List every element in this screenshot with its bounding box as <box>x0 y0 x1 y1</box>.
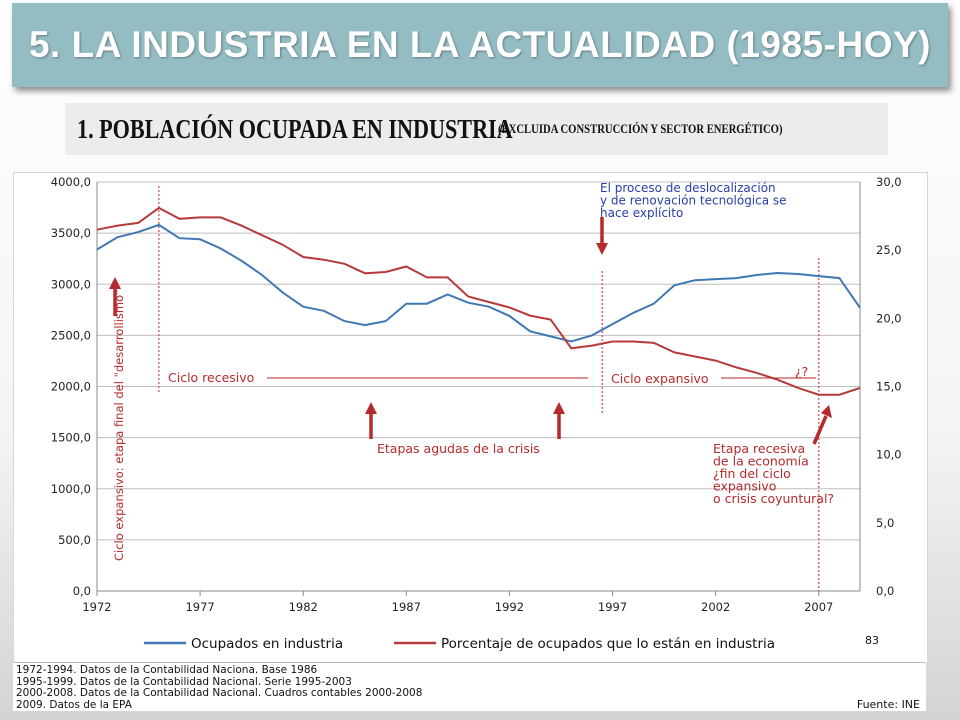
annotation-ciclo-recesivo: Ciclo recesivo <box>168 370 254 385</box>
y-left-tick-label: 1000,0 <box>51 482 91 496</box>
x-tick-label: 1992 <box>495 600 524 614</box>
title-banner: 5. LA INDUSTRIA EN LA ACTUALIDAD (1985-H… <box>12 3 948 87</box>
arrow-crisis-1-head <box>365 402 377 414</box>
annotation-interrogacion: ¿? <box>795 364 808 379</box>
annotation-ciclo-expansivo: Ciclo expansivo <box>611 371 709 386</box>
chart-frame: 0,0 500,0 1000,0 1500,0 2000,0 2500,0 3000,0 35… <box>13 172 928 664</box>
x-tick-label: 1977 <box>185 600 214 614</box>
y-left-tick-label: 4000,0 <box>51 175 91 189</box>
y-right-tick-label: 0,0 <box>876 584 894 598</box>
annotation-etapas-agudas: Etapas agudas de la crisis <box>377 441 540 456</box>
source-box: 1972-1994. Datos de la Contabilidad Naci… <box>13 662 926 711</box>
subtitle-box: 1. POBLACIÓN OCUPADA EN INDUSTRIA (EXCLU… <box>65 103 888 155</box>
arrow-crisis-2-head <box>553 402 565 414</box>
y-right-tick-label: 15,0 <box>876 380 902 394</box>
page-number: 83 <box>865 634 879 647</box>
y-left-tick-label: 1500,0 <box>51 431 91 445</box>
annotation-etapa-recesiva: ¿fin del ciclo <box>713 466 791 481</box>
x-tick-label: 1997 <box>598 600 627 614</box>
annotation-etapa-recesiva: Etapa recesiva <box>713 441 805 456</box>
y-left-tick-label: 2500,0 <box>51 328 91 342</box>
source-note: 2009. Datos de la EPA <box>16 698 132 711</box>
x-tick-label: 2002 <box>701 600 730 614</box>
arrow-deslocalizacion-head <box>596 243 608 255</box>
annotation-etapa-recesiva: o crisis coyuntural? <box>713 491 834 506</box>
x-tick-label: 2007 <box>804 600 833 614</box>
x-tick-label: 1987 <box>392 600 421 614</box>
series-line <box>96 223 861 343</box>
annotation-etapa-recesiva: de la economía <box>713 454 809 469</box>
y-left-tick-label: 0,0 <box>73 584 91 598</box>
arrow-etapa-recesiva-head <box>821 405 832 418</box>
y-left-tick-label: 3000,0 <box>51 277 91 291</box>
source-note: 2000-2008. Datos de la Contabilidad Naci… <box>16 687 423 699</box>
y-right-tick-label: 25,0 <box>876 243 902 257</box>
slide-subtitle-note: (EXCLUIDA CONSTRUCCIÓN Y SECTOR ENERGÉTI… <box>498 121 783 136</box>
annotation-deslocalizacion: hace explícito <box>600 206 683 220</box>
y-left-tick-label: 500,0 <box>58 533 91 547</box>
source-note: 1972-1994. Datos de la Contabilidad Naci… <box>16 664 318 676</box>
source-note: 1995-1999. Datos de la Contabilidad Naci… <box>16 675 352 688</box>
arrow-etapa-recesiva <box>812 415 828 445</box>
x-tick-label: 1972 <box>82 600 111 614</box>
y-right-tick-label: 20,0 <box>876 311 902 325</box>
y-right-tick-label: 10,0 <box>876 448 902 462</box>
slide-title: 5. LA INDUSTRIA EN LA ACTUALIDAD (1985-H… <box>28 24 931 65</box>
y-right-tick-label: 30,0 <box>876 175 902 189</box>
legend-label: Ocupados en industria <box>191 636 343 652</box>
x-tick-label: 1982 <box>289 600 318 614</box>
y-left-tick-label: 2000,0 <box>51 380 91 394</box>
line-chart: 0,0 500,0 1000,0 1500,0 2000,0 2500,0 3000,0 35… <box>51 175 902 652</box>
y-left-tick-label: 3500,0 <box>51 226 91 240</box>
annotation-ciclo-expansivo-vertical: Ciclo expansivo: etapa final del "desarr… <box>112 290 126 561</box>
slide-subtitle: 1. POBLACIÓN OCUPADA EN INDUSTRIA <box>77 113 513 144</box>
arrow-ciclo-expansivo-head <box>109 277 121 289</box>
annotation-deslocalizacion: El proceso de deslocalización <box>600 181 776 195</box>
y-right-tick-label: 5,0 <box>876 516 894 530</box>
annotation-deslocalizacion: y de renovación tecnológica se <box>600 194 787 208</box>
source-notes: 1972-1994. Datos de la Contabilidad Naci… <box>16 664 423 711</box>
series-line <box>96 206 861 396</box>
legend-label: Porcentaje de ocupados que lo están en i… <box>441 636 775 652</box>
source-credit: Fuente: INE <box>856 697 920 711</box>
annotation-etapa-recesiva: expansivo <box>713 479 776 494</box>
